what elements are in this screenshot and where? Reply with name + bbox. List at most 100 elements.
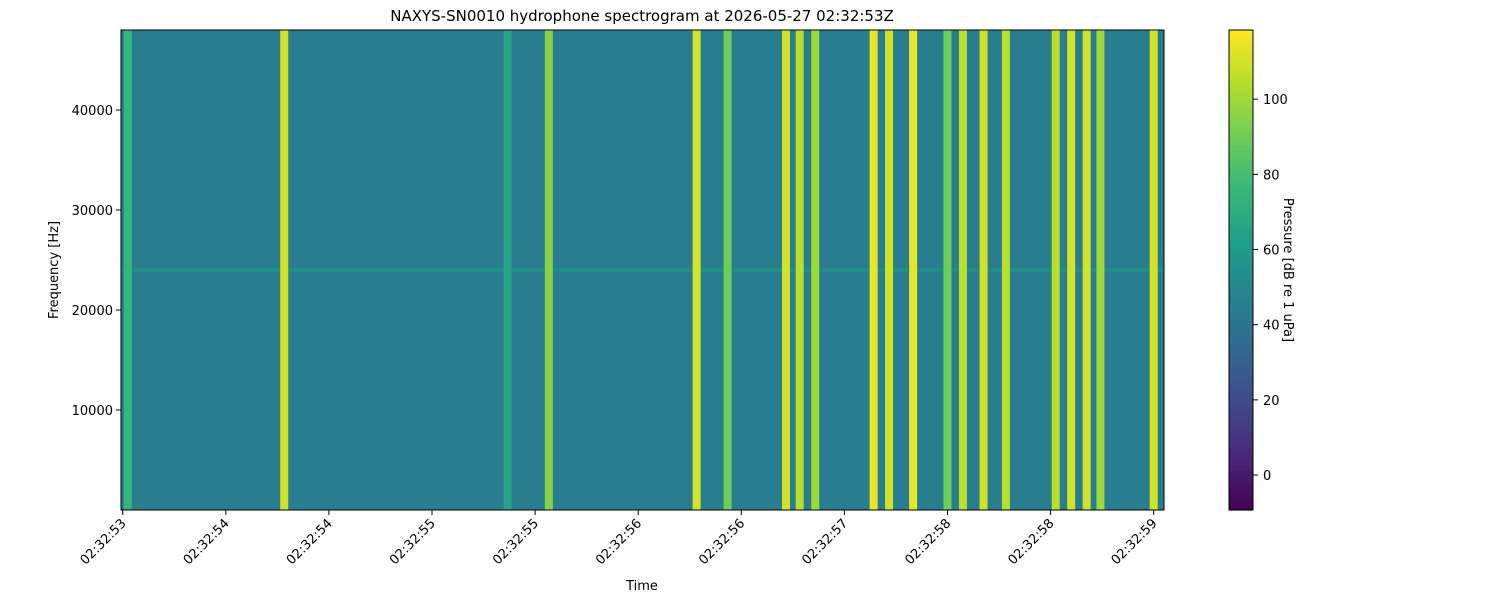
colorbar-cell (1229, 460, 1253, 466)
colorbar-cell (1229, 105, 1253, 111)
colorbar-cell (1229, 95, 1253, 101)
tone-line (121, 268, 1164, 272)
x-tick-label: 02:32:59 (1109, 516, 1161, 568)
chart-title: NAXYS-SN0010 hydrophone spectrogram at 2… (390, 7, 894, 25)
colorbar-cell (1229, 330, 1253, 336)
x-tick-label: 02:32:55 (387, 516, 439, 568)
colorbar-cell (1229, 295, 1253, 301)
colorbar-cell (1229, 360, 1253, 366)
colorbar-cell (1229, 320, 1253, 326)
colorbar-cell (1229, 190, 1253, 196)
colorbar-cell (1229, 395, 1253, 401)
colorbar-cell (1229, 245, 1253, 251)
colorbar-cell (1229, 185, 1253, 191)
colorbar-tick-label: 80 (1263, 168, 1280, 183)
colorbar-cell (1229, 30, 1253, 36)
colorbar-cell (1229, 325, 1253, 331)
colorbar-label: Pressure [dB re 1 uPa] (1280, 198, 1295, 342)
x-tick-label: 02:32:56 (696, 516, 748, 568)
colorbar-cell (1229, 120, 1253, 126)
colorbar-cell (1229, 455, 1253, 461)
colorbar-cell (1229, 405, 1253, 411)
colorbar-cell (1229, 345, 1253, 351)
colorbar-cell (1229, 475, 1253, 481)
colorbar-cell (1229, 135, 1253, 141)
colorbar-cell (1229, 85, 1253, 91)
colorbar-cell (1229, 40, 1253, 46)
colorbar-cell (1229, 440, 1253, 446)
colorbar-cell (1229, 350, 1253, 356)
event-band (280, 30, 289, 510)
event-band (123, 30, 132, 510)
colorbar-cell (1229, 490, 1253, 496)
colorbar-cell (1229, 340, 1253, 346)
event-band (795, 30, 804, 510)
colorbar-cell (1229, 35, 1253, 41)
colorbar-cell (1229, 495, 1253, 501)
colorbar-cell (1229, 430, 1253, 436)
colorbar-cell (1229, 300, 1253, 306)
colorbar-cell (1229, 225, 1253, 231)
colorbar-cell (1229, 220, 1253, 226)
colorbar-cell (1229, 335, 1253, 341)
colorbar-cell (1229, 100, 1253, 106)
colorbar-cell (1229, 200, 1253, 206)
y-tick-label: 10000 (72, 404, 113, 419)
colorbar-cell (1229, 65, 1253, 71)
event-band (909, 30, 918, 510)
colorbar-cell (1229, 195, 1253, 201)
event-band (1149, 30, 1158, 510)
colorbar-cell (1229, 265, 1253, 271)
colorbar-cell (1229, 355, 1253, 361)
event-band (943, 30, 952, 510)
colorbar-cell (1229, 500, 1253, 506)
event-band (781, 30, 790, 510)
colorbar-cell (1229, 435, 1253, 441)
event-band (544, 30, 553, 510)
colorbar-cell (1229, 50, 1253, 56)
colorbar-cell (1229, 465, 1253, 471)
y-tick-label: 40000 (72, 104, 113, 119)
colorbar-cell (1229, 175, 1253, 181)
colorbar-tick-label: 60 (1263, 244, 1280, 259)
colorbar-cell (1229, 80, 1253, 86)
x-tick-label: 02:32:58 (1006, 516, 1058, 568)
event-band (692, 30, 701, 510)
colorbar-cell (1229, 280, 1253, 286)
colorbar-cell (1229, 205, 1253, 211)
colorbar-cell (1229, 45, 1253, 51)
colorbar-cell (1229, 240, 1253, 246)
colorbar-cell (1229, 250, 1253, 256)
y-tick-label: 20000 (72, 304, 113, 319)
colorbar-cell (1229, 375, 1253, 381)
colorbar-cell (1229, 390, 1253, 396)
colorbar-cell (1229, 480, 1253, 486)
colorbar-cell (1229, 445, 1253, 451)
colorbar-cell (1229, 90, 1253, 96)
x-axis-label: Time (625, 579, 658, 594)
x-tick-label: 02:32:57 (799, 516, 851, 568)
colorbar-cell (1229, 145, 1253, 151)
y-tick-label: 30000 (72, 204, 113, 219)
colorbar-cell (1229, 485, 1253, 491)
plot-frame (120, 29, 1165, 511)
event-band (1001, 30, 1010, 510)
x-tick-label: 02:32:54 (181, 516, 233, 568)
colorbar-cell (1229, 290, 1253, 296)
event-band (723, 30, 732, 510)
colorbar-cell (1229, 425, 1253, 431)
colorbar-cell (1229, 400, 1253, 406)
colorbar-tick-label: 0 (1263, 469, 1271, 484)
event-band (979, 30, 988, 510)
colorbar-cell (1229, 255, 1253, 261)
colorbar-tick-label: 20 (1263, 394, 1280, 409)
colorbar-cell (1229, 235, 1253, 241)
colorbar-cell (1229, 125, 1253, 131)
event-band (1096, 30, 1105, 510)
colorbar-cell (1229, 110, 1253, 116)
colorbar-cell (1229, 150, 1253, 156)
event-band (1067, 30, 1076, 510)
event-band (958, 30, 967, 510)
colorbar-cell (1229, 180, 1253, 186)
